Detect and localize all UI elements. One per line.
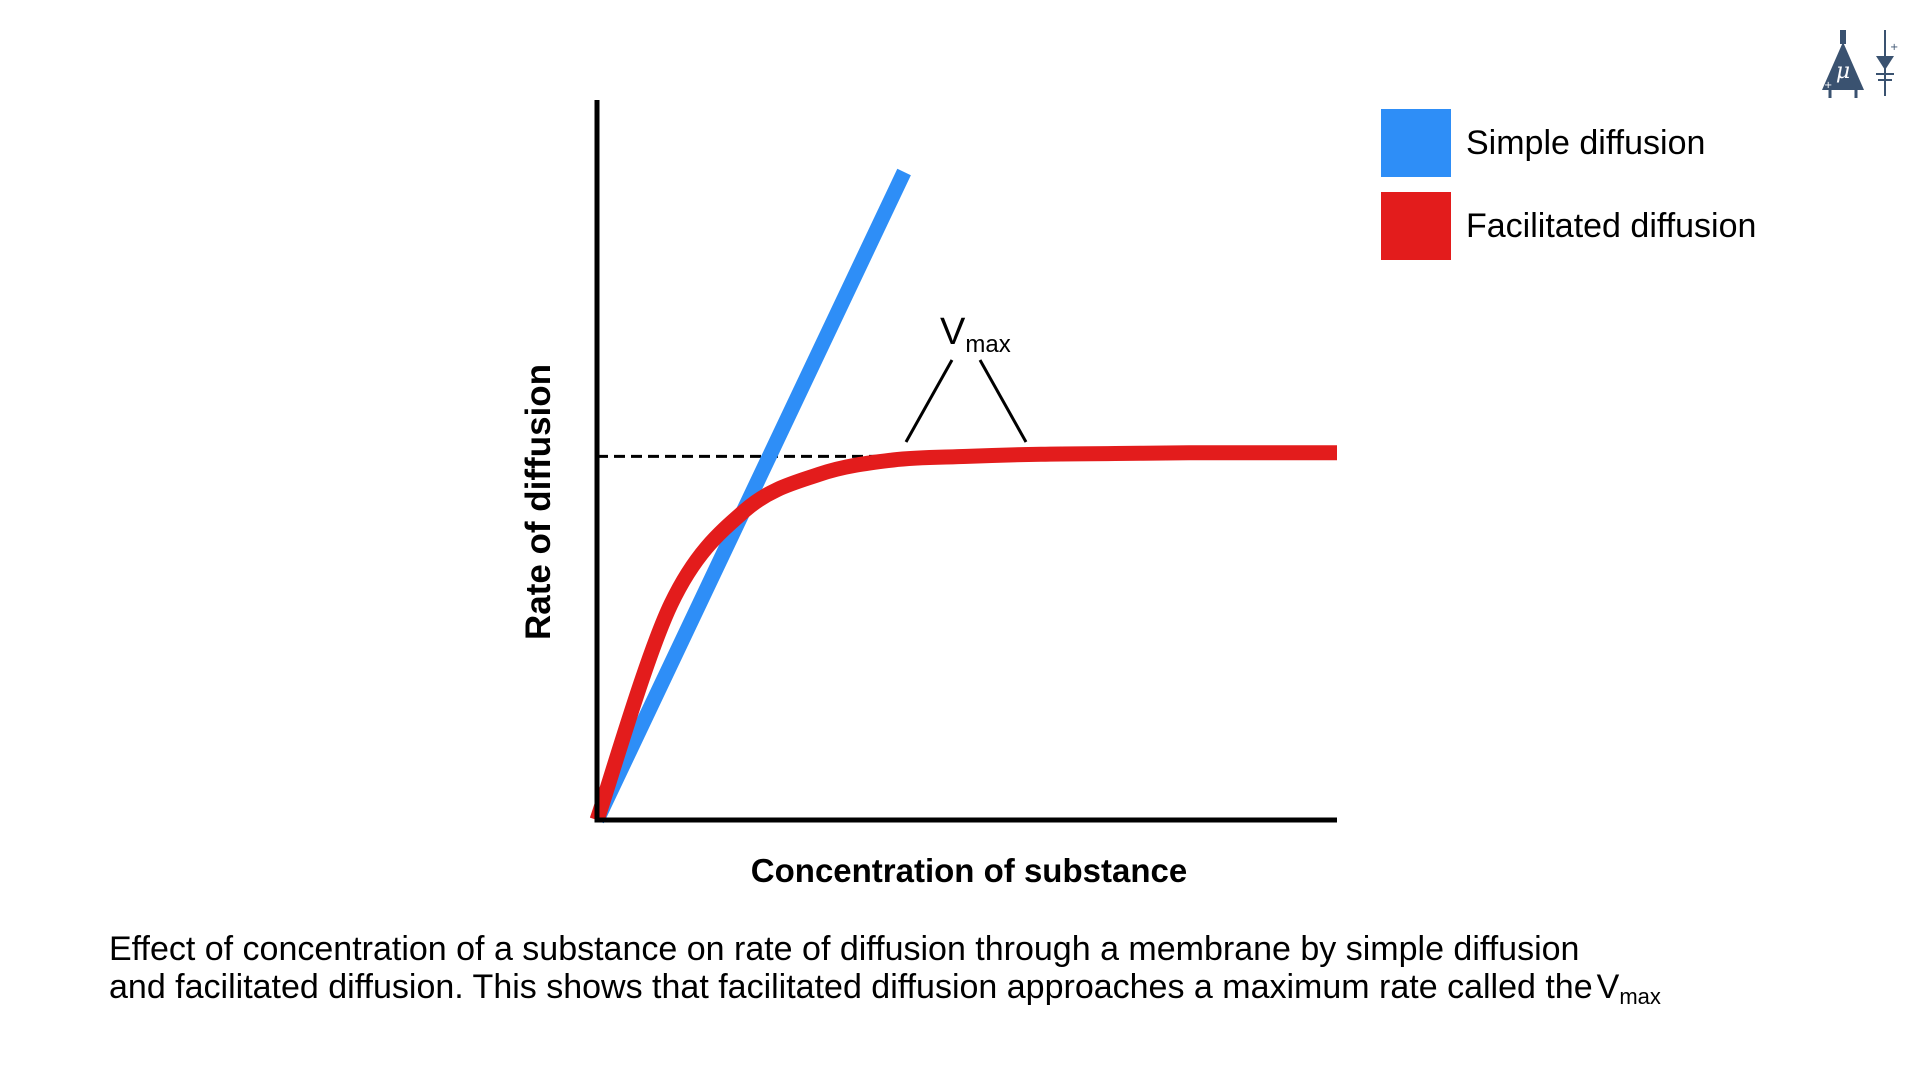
legend-item-facilitated-diffusion: Facilitated diffusion bbox=[1381, 192, 1756, 260]
caption-vmax-sub: max bbox=[1619, 984, 1661, 1009]
x-axis-label: Concentration of substance bbox=[751, 852, 1187, 889]
caption-line-1: Effect of concentration of a substance o… bbox=[109, 930, 1580, 968]
legend-label-simple-diffusion: Simple diffusion bbox=[1466, 123, 1706, 162]
svg-text:+: + bbox=[1824, 80, 1832, 91]
svg-text:+: + bbox=[1890, 42, 1898, 53]
caption-line-2-text: and facilitated diffusion. This shows th… bbox=[109, 968, 1593, 1006]
vmax-annotation-main: V bbox=[940, 311, 966, 353]
mu-flask-logo-icon: μ + + bbox=[1818, 28, 1900, 103]
series-line-simple-diffusion bbox=[590, 168, 911, 824]
vmax-pointer-right bbox=[978, 359, 1028, 443]
legend-item-simple-diffusion: Simple diffusion bbox=[1381, 109, 1705, 177]
caption-vmax: Vmax bbox=[1596, 968, 1661, 1009]
figure-caption: Effect of concentration of a substance o… bbox=[109, 930, 1859, 1009]
series-line-facilitated-diffusion bbox=[589, 445, 1337, 823]
legend-swatch-simple-diffusion bbox=[1381, 109, 1451, 177]
vmax-pointer-left bbox=[904, 359, 954, 443]
vmax-annotation-sub: max bbox=[965, 331, 1010, 358]
svg-text:μ: μ bbox=[1836, 59, 1850, 84]
legend-swatch-facilitated-diffusion bbox=[1381, 192, 1451, 260]
caption-vmax-main: V bbox=[1596, 968, 1620, 1006]
vmax-annotation: Vmax bbox=[940, 311, 1011, 358]
legend-label-facilitated-diffusion: Facilitated diffusion bbox=[1466, 206, 1757, 245]
caption-line-2: and facilitated diffusion. This shows th… bbox=[109, 968, 1859, 1009]
y-axis-label: Rate of diffusion bbox=[519, 364, 558, 640]
